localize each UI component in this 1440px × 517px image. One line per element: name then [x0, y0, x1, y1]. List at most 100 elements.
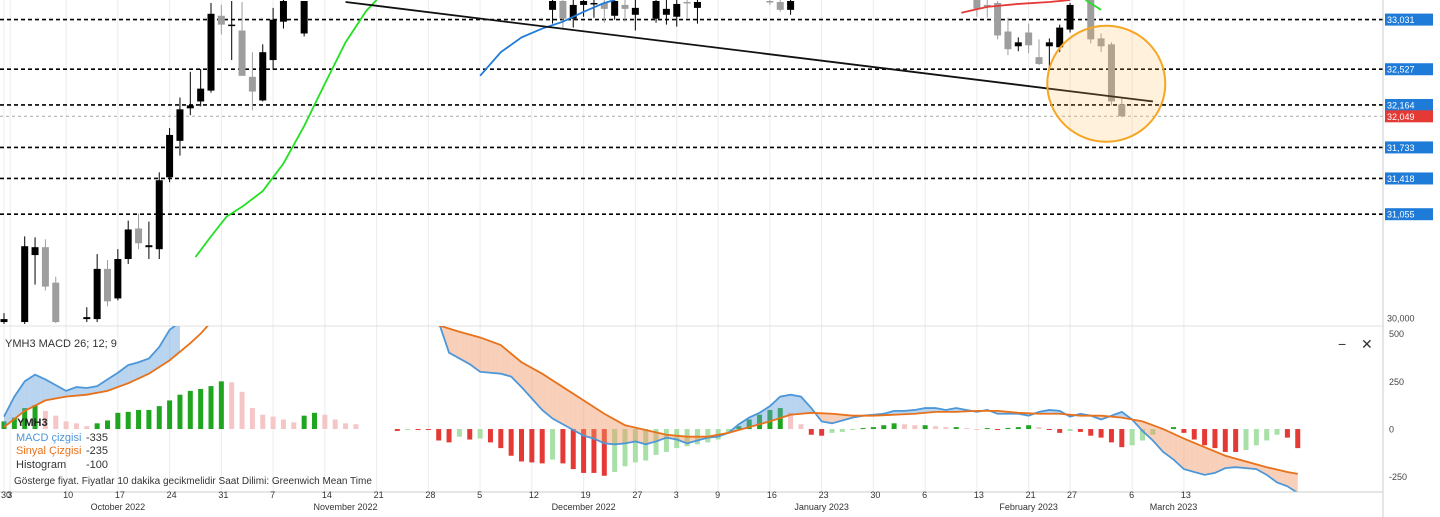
macd-signal-fill — [516, 357, 522, 388]
macd-signal-fill — [1168, 431, 1174, 460]
macd-signal-fill — [759, 409, 765, 425]
candle-body — [124, 229, 132, 260]
candle-body — [1066, 4, 1074, 30]
candle-body — [186, 105, 194, 109]
macd-signal-fill — [1235, 458, 1241, 468]
macd-signal-fill — [128, 363, 134, 384]
macd-signal-fill — [91, 386, 98, 394]
histogram-bar — [177, 394, 183, 430]
macd-signal-fill — [169, 326, 175, 361]
price-label: 32,527 — [1387, 65, 1415, 75]
histogram-bar — [1088, 429, 1094, 436]
macd-signal-fill — [650, 431, 657, 443]
histogram-bar — [933, 426, 938, 430]
histogram-bar — [343, 423, 349, 430]
x-axis-tick: 24 — [167, 490, 177, 500]
macd-signal-fill — [97, 382, 103, 393]
macd-signal-fill — [143, 358, 149, 377]
histogram-bar — [249, 408, 255, 430]
histogram-bar — [136, 409, 142, 430]
histogram-bar — [726, 429, 731, 433]
macd-signal-fill — [552, 380, 558, 422]
histogram-bar — [819, 429, 825, 436]
signal-line — [437, 326, 1298, 475]
close-button[interactable]: ✕ — [1361, 336, 1373, 352]
candle-body — [269, 19, 277, 61]
macd-legend: YMH3 MACD çizgisi -335 Sinyal Çizgisi -2… — [16, 417, 108, 471]
histogram-bar — [612, 429, 618, 472]
macd-signal-fill — [4, 406, 10, 428]
macd-signal-fill — [1194, 442, 1200, 474]
histogram-bar — [912, 425, 918, 430]
histogram-bar — [508, 429, 514, 456]
histogram-bar — [953, 427, 959, 430]
histogram-bar — [1295, 429, 1301, 449]
macd-signal-fill — [780, 395, 786, 419]
histogram-bar — [974, 429, 980, 431]
x-axis-tick: 5 — [477, 490, 482, 500]
histogram-bar — [1253, 429, 1259, 446]
histogram-bar — [570, 429, 576, 470]
histogram-bar — [550, 429, 556, 460]
price-label-bg — [1385, 63, 1433, 76]
macd-signal-fill — [511, 353, 517, 382]
x-axis-tick: 13 — [974, 490, 984, 500]
x-axis-tick: 23 — [819, 490, 829, 500]
histogram-bar — [270, 416, 276, 430]
histogram-bar — [705, 429, 711, 443]
candle-body — [1014, 42, 1022, 47]
highlight-circle — [1046, 24, 1167, 143]
histogram-bar — [1005, 428, 1011, 430]
candle-body — [114, 259, 122, 299]
histogram-bar — [922, 425, 928, 430]
histogram-bar — [1067, 429, 1073, 431]
macd-signal-fill — [625, 425, 631, 444]
macd-signal-fill — [764, 406, 770, 423]
macd-signal-fill — [40, 377, 46, 404]
histogram-bar — [964, 428, 970, 430]
candle-body — [228, 24, 236, 27]
candle-body — [135, 228, 143, 244]
x-axis-tick: 9 — [715, 490, 720, 500]
histogram-bar — [115, 412, 121, 430]
legend-macd-value: -335 — [86, 432, 108, 444]
histogram-bar — [860, 428, 866, 430]
histogram-bar — [1212, 429, 1218, 449]
macd-signal-fill — [599, 410, 605, 444]
histogram-bar — [591, 429, 597, 473]
macd-signal-fill — [1189, 440, 1195, 472]
minimize-button[interactable]: − — [1338, 336, 1346, 352]
candle-body — [1025, 32, 1033, 46]
histogram-bar — [353, 424, 359, 430]
macd-signal-fill — [45, 379, 51, 401]
x-axis-tick: 14 — [322, 490, 332, 500]
histogram-bar — [829, 429, 835, 433]
macd-signal-fill — [474, 336, 481, 372]
macd-signal-fill — [537, 370, 543, 410]
histogram-bar — [1057, 429, 1063, 433]
macd-signal-fill — [785, 394, 791, 417]
histogram-bar — [808, 429, 814, 435]
candle-body — [631, 7, 639, 15]
macd-signal-fill — [526, 365, 532, 399]
x-axis-tick: 10 — [63, 490, 73, 500]
macd-signal-fill — [490, 341, 496, 374]
histogram-bar — [1119, 429, 1125, 448]
candle-body — [83, 317, 91, 320]
macd-signal-fill — [609, 416, 615, 445]
macd-signal-fill — [573, 393, 579, 433]
footer-note: Gösterge fiyat. Fiyatlar 10 dakika gecik… — [14, 476, 372, 487]
macd-signal-fill — [495, 343, 501, 374]
histogram-bar — [891, 423, 897, 430]
x-axis-tick: 19 — [581, 490, 591, 500]
candle-body — [776, 1, 784, 10]
histogram-bar — [322, 414, 328, 430]
histogram-bar — [436, 429, 442, 441]
histogram-bar — [63, 421, 69, 430]
price-label-bg — [1385, 172, 1433, 185]
histogram-bar — [684, 429, 690, 447]
macd-signal-fill — [117, 368, 124, 388]
price-label-bg — [1385, 110, 1433, 123]
histogram-bar — [425, 429, 431, 431]
macd-signal-fill — [81, 387, 87, 396]
